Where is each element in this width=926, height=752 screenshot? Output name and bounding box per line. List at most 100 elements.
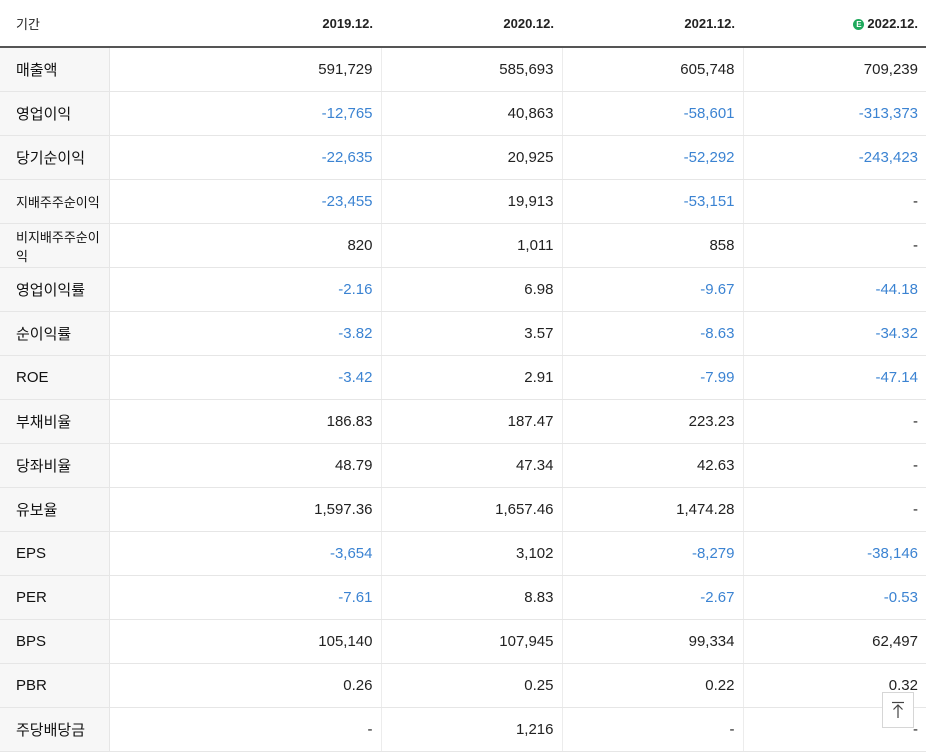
value-cell: 1,474.28 — [562, 487, 744, 532]
value-cell: -8.63 — [562, 311, 744, 356]
row-label: 유보율 — [0, 487, 110, 532]
table-row: 비지배주주순이익 820 1,011 858- — [0, 223, 926, 268]
table-row: 부채비율 186.83 187.47 223.23- — [0, 399, 926, 444]
value-cell: 0.26 — [109, 663, 382, 708]
table-row: 영업이익 -12,765 40,863 -58,601 -313,373 — [0, 91, 926, 136]
value-cell: -58,601 — [562, 91, 744, 136]
row-label: 비지배주주순이익 — [0, 223, 110, 268]
value-cell: 107,945 — [381, 619, 563, 664]
value-cell: 47.34 — [381, 443, 563, 488]
value-cell: 99,334 — [562, 619, 744, 664]
period-header-2022-text: 2022.12. — [867, 15, 918, 31]
value-cell: 62,497 — [743, 619, 926, 664]
table-row: PBR 0.26 0.25 0.22 0.32 — [0, 663, 926, 708]
table-row: PER -7.61 8.83 -2.67 -0.53 — [0, 575, 926, 620]
value-cell: -3.42 — [109, 355, 382, 400]
row-label: 당좌비율 — [0, 443, 110, 488]
period-header-2022-estimate: E 2022.12. — [743, 0, 926, 48]
value-cell: 20,925 — [381, 135, 563, 180]
row-label: 지배주주순이익 — [0, 179, 110, 224]
table-row: 당기순이익 -22,635 20,925 -52,292 -243,423 — [0, 135, 926, 180]
value-cell: -53,151 — [562, 179, 744, 224]
value-cell: 858 — [562, 223, 744, 268]
row-label: BPS — [0, 619, 110, 664]
value-cell: -2.67 — [562, 575, 744, 620]
value-cell: -243,423 — [743, 135, 926, 180]
value-cell: 223.23 — [562, 399, 744, 444]
value-cell: 19,913 — [381, 179, 563, 224]
value-cell: -7.99 — [562, 355, 744, 400]
value-cell: 187.47 — [381, 399, 563, 444]
table-row: 유보율 1,597.36 1,657.46 1,474.28- — [0, 487, 926, 532]
value-cell: 3.57 — [381, 311, 563, 356]
estimate-icon: E — [853, 18, 865, 30]
value-cell: 40,863 — [381, 91, 563, 136]
value-cell: 820 — [109, 223, 382, 268]
row-label: PBR — [0, 663, 110, 708]
row-label: 영업이익률 — [0, 267, 110, 312]
value-cell: - — [109, 707, 382, 752]
value-cell: -52,292 — [562, 135, 744, 180]
table-row: EPS -3,654 3,102 -8,279 -38,146 — [0, 531, 926, 576]
row-label: 부채비율 — [0, 399, 110, 444]
row-label: 매출액 — [0, 47, 110, 92]
value-cell: 605,748 — [562, 47, 744, 92]
value-cell: 0.25 — [381, 663, 563, 708]
value-cell: - — [743, 399, 926, 444]
table-row: 당좌비율 48.79 47.34 42.63- — [0, 443, 926, 488]
value-cell: 186.83 — [109, 399, 382, 444]
table-row: 순이익률 -3.82 3.57 -8.63 -34.32 — [0, 311, 926, 356]
value-cell: 48.79 — [109, 443, 382, 488]
value-cell: 1,011 — [381, 223, 563, 268]
value-cell: 585,693 — [381, 47, 563, 92]
value-cell: 1,657.46 — [381, 487, 563, 532]
row-label: 주당배당금 — [0, 707, 110, 752]
value-cell: 1,216 — [381, 707, 563, 752]
table-row: 영업이익률 -2.16 6.98 -9.67 -44.18 — [0, 267, 926, 312]
value-cell: -12,765 — [109, 91, 382, 136]
value-cell: 1,597.36 — [109, 487, 382, 532]
value-cell: -7.61 — [109, 575, 382, 620]
value-cell: -3,654 — [109, 531, 382, 576]
value-cell: 3,102 — [381, 531, 563, 576]
value-cell: 0.22 — [562, 663, 744, 708]
value-cell: 6.98 — [381, 267, 563, 312]
value-cell: 2.91 — [381, 355, 563, 400]
value-cell: -3.82 — [109, 311, 382, 356]
header-row: 기간 2019.12. 2020.12. 2021.12. E 2022.12. — [0, 0, 926, 48]
row-label: PER — [0, 575, 110, 620]
row-label: 당기순이익 — [0, 135, 110, 180]
value-cell: - — [743, 179, 926, 224]
value-cell: -2.16 — [109, 267, 382, 312]
value-cell: - — [562, 707, 744, 752]
period-header-2021: 2021.12. — [562, 0, 743, 48]
row-label: 영업이익 — [0, 91, 110, 136]
value-cell: -23,455 — [109, 179, 382, 224]
table-row: 주당배당금 -1,216- - — [0, 707, 926, 752]
value-cell: 105,140 — [109, 619, 382, 664]
row-label: ROE — [0, 355, 110, 400]
period-header-label: 기간 — [0, 0, 109, 48]
value-cell: - — [743, 487, 926, 532]
value-cell: -44.18 — [743, 267, 926, 312]
value-cell: 709,239 — [743, 47, 926, 92]
table-row: ROE -3.42 2.91 -7.99 -47.14 — [0, 355, 926, 400]
scroll-to-top-button[interactable] — [882, 692, 914, 728]
value-cell: -8,279 — [562, 531, 744, 576]
value-cell: -22,635 — [109, 135, 382, 180]
value-cell: - — [743, 223, 926, 268]
value-cell: -9.67 — [562, 267, 744, 312]
value-cell: 591,729 — [109, 47, 382, 92]
arrow-up-to-top-icon — [892, 701, 904, 718]
value-cell: -47.14 — [743, 355, 926, 400]
row-label: 순이익률 — [0, 311, 110, 356]
value-cell: 8.83 — [381, 575, 563, 620]
value-cell: -313,373 — [743, 91, 926, 136]
table-row: 매출액 591,729 585,693 605,748 709,239 — [0, 47, 926, 92]
table-row: BPS 105,140 107,945 99,334 62,497 — [0, 619, 926, 664]
value-cell: -34.32 — [743, 311, 926, 356]
value-cell: - — [743, 443, 926, 488]
period-header-2019: 2019.12. — [109, 0, 381, 48]
value-cell: -38,146 — [743, 531, 926, 576]
